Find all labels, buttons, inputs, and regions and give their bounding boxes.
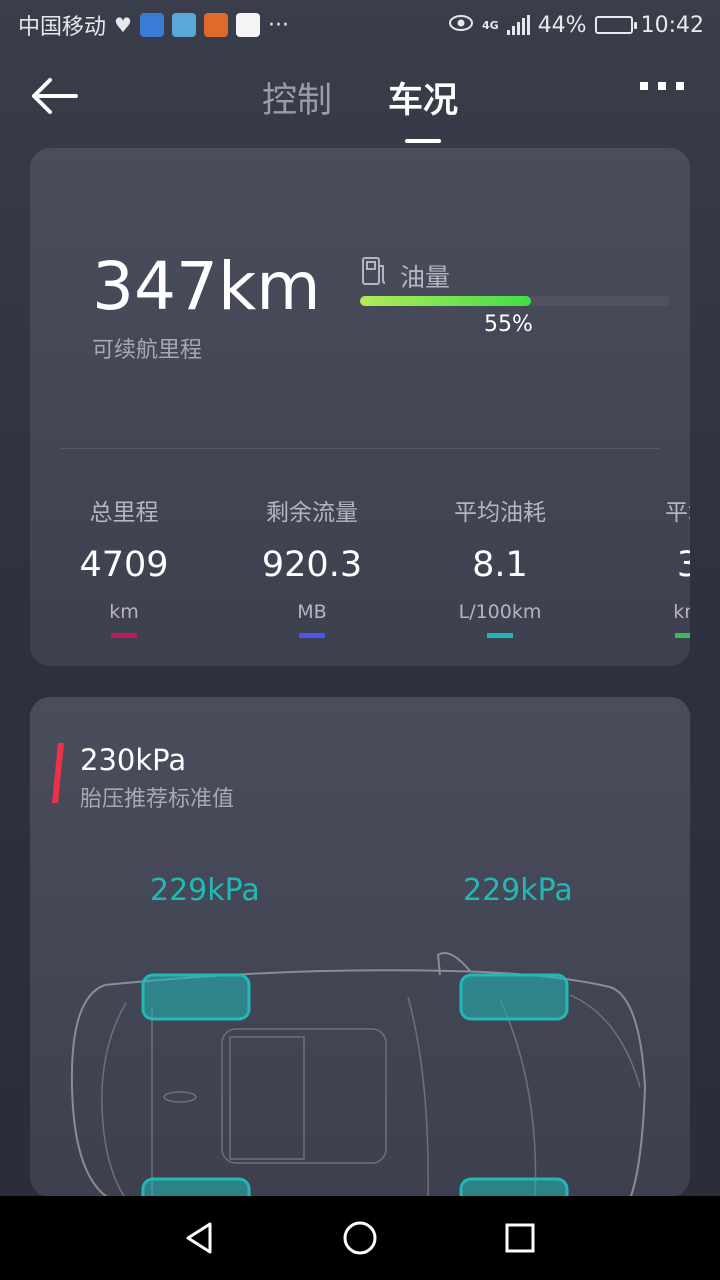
stat-label: 总里程 [89, 500, 159, 526]
stat-label: 平均 [665, 500, 690, 526]
tab-bar: 控制 车况 [0, 72, 720, 123]
range-card: 347km 可续航里程 油量 55% 总里程 4709 km 剩余流量 920.… [30, 148, 690, 666]
fuel-label: 油量 [400, 263, 451, 292]
app-notification-icon [139, 13, 164, 37]
fuel-level-fill [360, 296, 531, 306]
battery-percent: 44% [537, 12, 587, 38]
telegram-icon [171, 13, 196, 37]
rear-right-tire-icon [459, 1177, 569, 1197]
stat-avg-speed[interactable]: 平均 3 km [594, 493, 690, 638]
range-label: 可续航里程 [92, 338, 203, 363]
stat-label: 剩余流量 [266, 500, 358, 526]
status-bar: 中国移动 ♥ ··· 4G 44% 10:42 [0, 0, 720, 50]
stat-value: 920.3 [261, 545, 363, 585]
clock: 10:42 [640, 12, 704, 38]
stat-value: 3 [676, 545, 690, 585]
tab-control[interactable]: 控制 [261, 81, 332, 121]
back-arrow-icon [32, 78, 78, 114]
recommended-pressure-label: 胎压推荐标准值 [80, 787, 235, 812]
stat-color-bar [299, 633, 325, 638]
stats-row: 总里程 4709 km 剩余流量 920.3 MB 平均油耗 8.1 L/100… [30, 493, 690, 638]
stat-unit: L/100km [458, 601, 542, 623]
back-button[interactable] [28, 74, 80, 118]
signal-icon [506, 15, 530, 35]
stat-value: 8.1 [472, 545, 528, 585]
stat-label: 平均油耗 [454, 500, 546, 526]
rear-left-tire-icon [141, 1177, 251, 1197]
status-left: 中国移动 ♥ ··· [18, 9, 289, 41]
more-dot-icon [676, 82, 684, 90]
stat-unit: km [673, 601, 690, 623]
car-top-view-icon [70, 952, 647, 1197]
system-nav-bar [0, 1196, 720, 1280]
fuel-pump-icon [362, 257, 386, 285]
accent-stripe-icon [52, 743, 64, 803]
stat-avg-fuel[interactable]: 平均油耗 8.1 L/100km [406, 493, 594, 638]
eye-comfort-icon [448, 13, 474, 38]
range-value: 347km [92, 248, 321, 325]
nav-home-icon[interactable] [340, 1218, 380, 1258]
divider [60, 448, 660, 449]
front-left-tire-icon [141, 973, 251, 1021]
carrier-label: 中国移动 [18, 15, 107, 40]
stat-total-mileage[interactable]: 总里程 4709 km [30, 493, 218, 638]
status-right: 4G 44% 10:42 [448, 13, 704, 38]
stat-value: 4709 [79, 545, 169, 585]
front-right-tire-pressure: 229kPa [463, 873, 573, 908]
app-notification-icon [203, 13, 228, 37]
tab-vehicle-status[interactable]: 车况 [386, 72, 460, 123]
stat-unit: km [109, 601, 139, 623]
front-right-tire-icon [459, 973, 569, 1021]
front-left-tire-pressure: 229kPa [150, 873, 260, 908]
fuel-level-bar [360, 296, 670, 306]
fuel-percent: 55% [484, 312, 533, 337]
nav-recents-icon[interactable] [500, 1218, 540, 1258]
header: 控制 车况 [0, 50, 720, 146]
more-options-button[interactable] [640, 82, 684, 90]
more-dot-icon [658, 82, 666, 90]
more-dot-icon [640, 82, 648, 90]
stat-remaining-data[interactable]: 剩余流量 920.3 MB [218, 493, 406, 638]
youku-icon [235, 13, 260, 37]
tire-pressure-card: 230kPa 胎压推荐标准值 229kPa 229kPa [30, 697, 690, 1197]
stat-color-bar [111, 633, 137, 638]
network-type-label: 4G [482, 18, 499, 32]
nav-back-icon[interactable] [180, 1218, 220, 1258]
recommended-pressure-value: 230kPa [80, 743, 187, 777]
stat-color-bar [487, 633, 513, 638]
stat-unit: MB [297, 601, 327, 623]
battery-icon [594, 16, 637, 34]
stat-color-bar [675, 633, 690, 638]
more-notifications-icon: ··· [267, 12, 289, 38]
health-icon: ♥ [114, 13, 132, 37]
